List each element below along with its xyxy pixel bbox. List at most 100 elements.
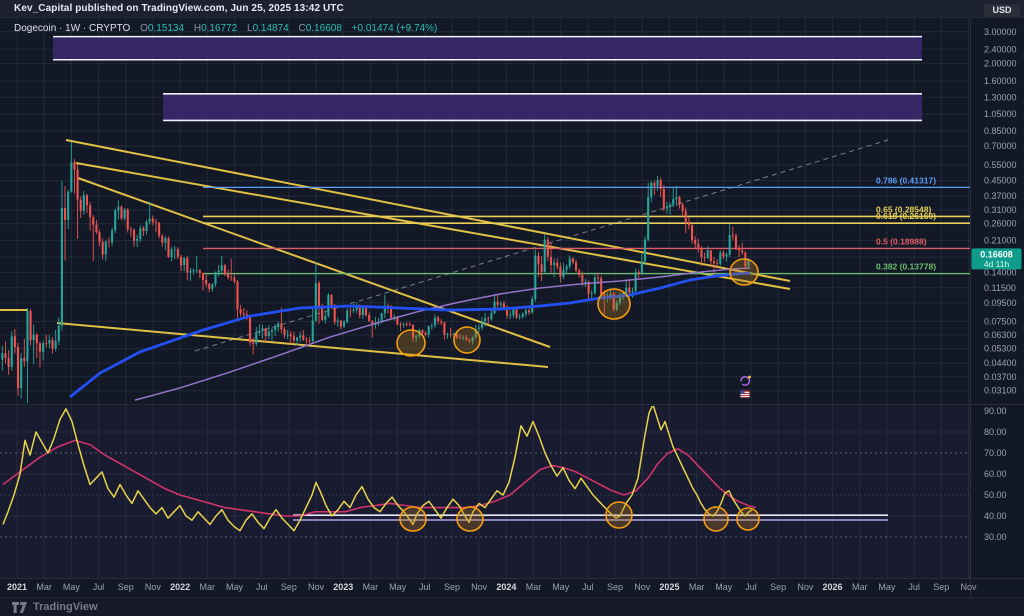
rsi-highlight-circle[interactable] (605, 501, 633, 529)
candle-body (264, 328, 267, 337)
candle-body (446, 334, 449, 336)
candle (7, 350, 10, 375)
candle (559, 262, 562, 283)
time-axis-label: May (63, 582, 81, 592)
tradingview-logo-icon[interactable] (12, 601, 28, 613)
candle-body (515, 309, 518, 318)
candle (57, 317, 60, 345)
candle-body (553, 262, 556, 265)
rsi-highlight-circle[interactable] (703, 506, 729, 532)
rsi-signal-line[interactable] (2, 439, 757, 517)
highlight-circle[interactable] (396, 329, 426, 357)
trendline[interactable] (65, 139, 791, 282)
candle-body (20, 358, 23, 389)
candle-body (665, 206, 669, 209)
candle-body (584, 281, 587, 283)
candle (669, 202, 672, 215)
rsi-highlight-circle[interactable] (399, 506, 427, 532)
candle (537, 251, 540, 277)
rsi-axis-label: 40.00 (984, 511, 1007, 521)
candle-body (474, 328, 477, 338)
currency-toggle-button[interactable]: USD (984, 4, 1020, 17)
candle-body (361, 308, 364, 316)
highlight-circle[interactable] (453, 326, 481, 354)
symbol-title[interactable]: Dogecoin · 1W · CRYPTO (14, 23, 131, 34)
candle (230, 258, 233, 281)
candle (712, 257, 716, 279)
candle-body (120, 206, 123, 219)
candle (728, 223, 731, 258)
rsi-highlight-circle[interactable] (456, 506, 484, 532)
rsi-axis-label: 90.00 (984, 406, 1007, 416)
trendline[interactable] (77, 177, 551, 348)
blue-ma-line[interactable] (69, 271, 751, 399)
candle-body (346, 310, 349, 322)
candle-body (280, 323, 283, 330)
highlight-circle[interactable] (597, 288, 631, 320)
candle-body (289, 334, 292, 337)
candle-body (637, 272, 640, 274)
candle-body (703, 257, 706, 258)
supply-zone[interactable] (53, 35, 922, 61)
candle-body (117, 206, 120, 211)
candle-body (98, 232, 101, 242)
candle-body (612, 294, 615, 310)
candle-body (603, 294, 606, 298)
candle (111, 227, 114, 246)
candle-body (477, 327, 480, 329)
candle-body (600, 278, 603, 295)
panel-resize-handle[interactable] (0, 403, 970, 408)
candle (477, 324, 480, 332)
rsi-highlight-circle[interactable] (736, 507, 760, 531)
candle-body (449, 334, 452, 336)
candle-body (499, 303, 502, 305)
supply-zone[interactable] (163, 93, 922, 122)
purple-ma-line[interactable] (134, 267, 751, 401)
fib-level-label: 0.618 (0.26169) (876, 211, 936, 221)
candle (117, 200, 120, 220)
highlight-circle[interactable] (729, 258, 759, 286)
price-axis[interactable] (970, 18, 1024, 578)
price-badge-bg (971, 248, 1022, 270)
candle (691, 223, 694, 244)
candle (553, 258, 556, 278)
candle (415, 334, 418, 342)
candle-body (308, 340, 311, 342)
dizzy-emoji-icon[interactable] (740, 375, 751, 386)
candle (731, 226, 734, 241)
price-badge-value: 0.16608 (980, 249, 1013, 259)
tradingview-brand[interactable]: TradingView (33, 601, 98, 613)
candle (719, 250, 722, 266)
us-flag-emoji-icon[interactable] (739, 389, 751, 399)
candle (327, 293, 330, 318)
candle (462, 335, 465, 341)
candle (167, 236, 170, 258)
trendline[interactable] (75, 162, 791, 290)
candle-body (129, 229, 132, 231)
candle-body (581, 275, 584, 283)
candle-body (443, 322, 446, 335)
candle (515, 307, 518, 320)
symbol-legend[interactable]: Dogecoin · 1W · CRYPTO O0.15134 H0.16772… (14, 23, 437, 34)
candle (129, 226, 132, 237)
candle (694, 236, 697, 249)
rsi-line[interactable] (2, 405, 753, 532)
candle-body (559, 266, 562, 277)
candle (308, 337, 311, 344)
time-axis-label: Jul (582, 582, 594, 592)
candle-body (302, 335, 305, 340)
candle-body (490, 313, 493, 320)
candle (524, 307, 527, 317)
candle-body (255, 332, 258, 344)
candle (371, 320, 374, 338)
time-axis-label: 2021 (7, 582, 27, 592)
open-value: 0.15134 (147, 23, 185, 34)
time-axis-label: 2026 (823, 582, 843, 592)
candle (615, 300, 618, 312)
candle (48, 335, 51, 349)
trendline[interactable] (56, 322, 549, 368)
time-axis[interactable] (0, 578, 970, 597)
candle-body (67, 191, 70, 221)
